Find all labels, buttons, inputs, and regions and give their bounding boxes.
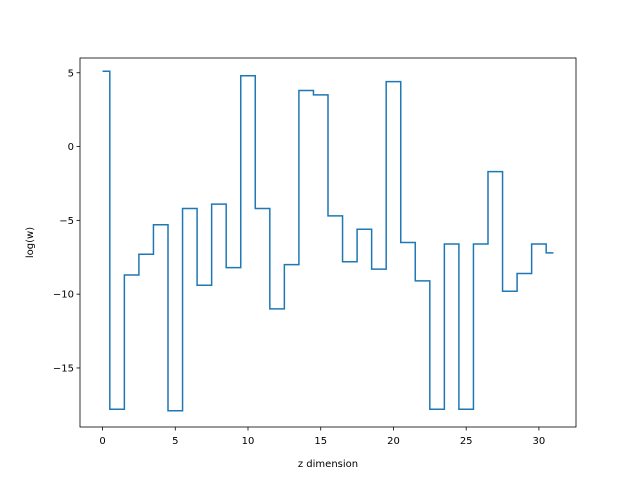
x-tick-label: 10 [242,436,255,447]
x-tick-label: 5 [172,436,178,447]
x-axis-label: z dimension [298,459,358,470]
x-axis: 0 5 10 15 20 25 30 [99,427,545,447]
x-tick-label: 25 [460,436,473,447]
y-tick-label: 0 [68,142,74,153]
x-tick-label: 15 [314,436,327,447]
series-layer [102,70,554,412]
x-tick-label: 0 [99,436,105,447]
y-tick-label: −5 [59,216,74,227]
y-axis-label: log(w) [25,227,36,258]
x-tick-label: 30 [533,436,546,447]
y-tick-label: −10 [53,290,74,301]
series-line-0 [102,70,554,412]
x-tick-label: 20 [387,436,400,447]
plot-frame [79,57,577,428]
y-axis: 5 0 −5 −10 −15 [53,68,80,374]
y-tick-label: −15 [53,363,74,374]
y-tick-label: 5 [68,68,74,79]
